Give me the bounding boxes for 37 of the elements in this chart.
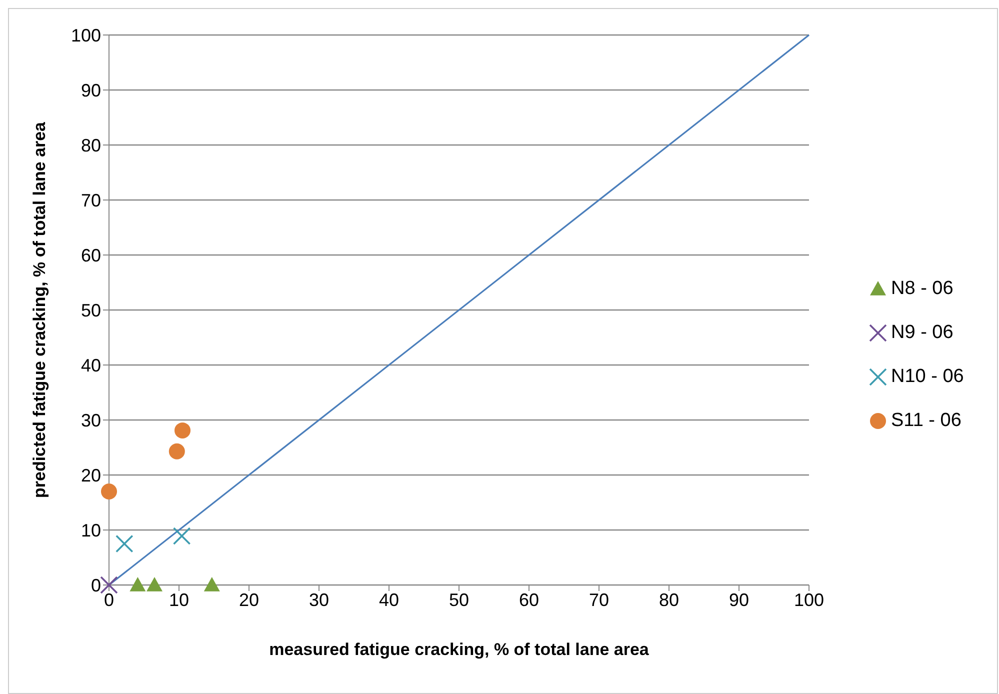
legend-label: N8 - 06 — [891, 278, 954, 300]
x-tick-label: 50 — [448, 590, 470, 610]
x-tick-label: 100 — [794, 590, 824, 610]
point — [174, 422, 190, 438]
point — [168, 443, 185, 460]
x-axis-title: measured fatigue cracking, % of total lane area — [269, 640, 650, 659]
y-tick-label: 80 — [80, 135, 101, 156]
y-tick-label: 60 — [80, 245, 101, 266]
y-axis-title: predicted fatigue cracking, % of total lane area — [30, 121, 50, 498]
point — [172, 527, 191, 545]
x-tick-label: 60 — [518, 590, 540, 610]
point — [204, 577, 220, 592]
y-tick-label: 10 — [80, 520, 101, 540]
point — [101, 484, 117, 500]
legend-label: N9 - 06 — [891, 322, 954, 344]
point — [100, 576, 118, 594]
y-tick-label: 0 — [90, 575, 101, 596]
point — [116, 534, 134, 553]
y-tick-label: 40 — [80, 355, 101, 376]
y-tick-label: 90 — [80, 80, 101, 100]
y-tick-label: 100 — [70, 25, 101, 46]
legend-label: S11 - 06 — [891, 410, 962, 432]
legend-label: N10 - 06 — [891, 366, 964, 388]
y-tick-label: 70 — [80, 190, 101, 210]
point — [130, 577, 146, 592]
x-tick-label: 10 — [168, 590, 190, 610]
x-tick-label: 0 — [104, 590, 114, 610]
x-tick-label: 40 — [378, 590, 400, 610]
x-tick-label: 70 — [588, 590, 610, 610]
y-tick-label: 30 — [80, 410, 101, 430]
y-tick-label: 50 — [80, 300, 101, 320]
x-tick-label: 80 — [658, 590, 680, 610]
x-tick-label: 90 — [728, 590, 750, 610]
x-tick-label: 30 — [308, 590, 330, 610]
point — [146, 577, 162, 592]
y-tick-label: 20 — [80, 465, 101, 486]
x-tick-label: 20 — [238, 590, 260, 610]
